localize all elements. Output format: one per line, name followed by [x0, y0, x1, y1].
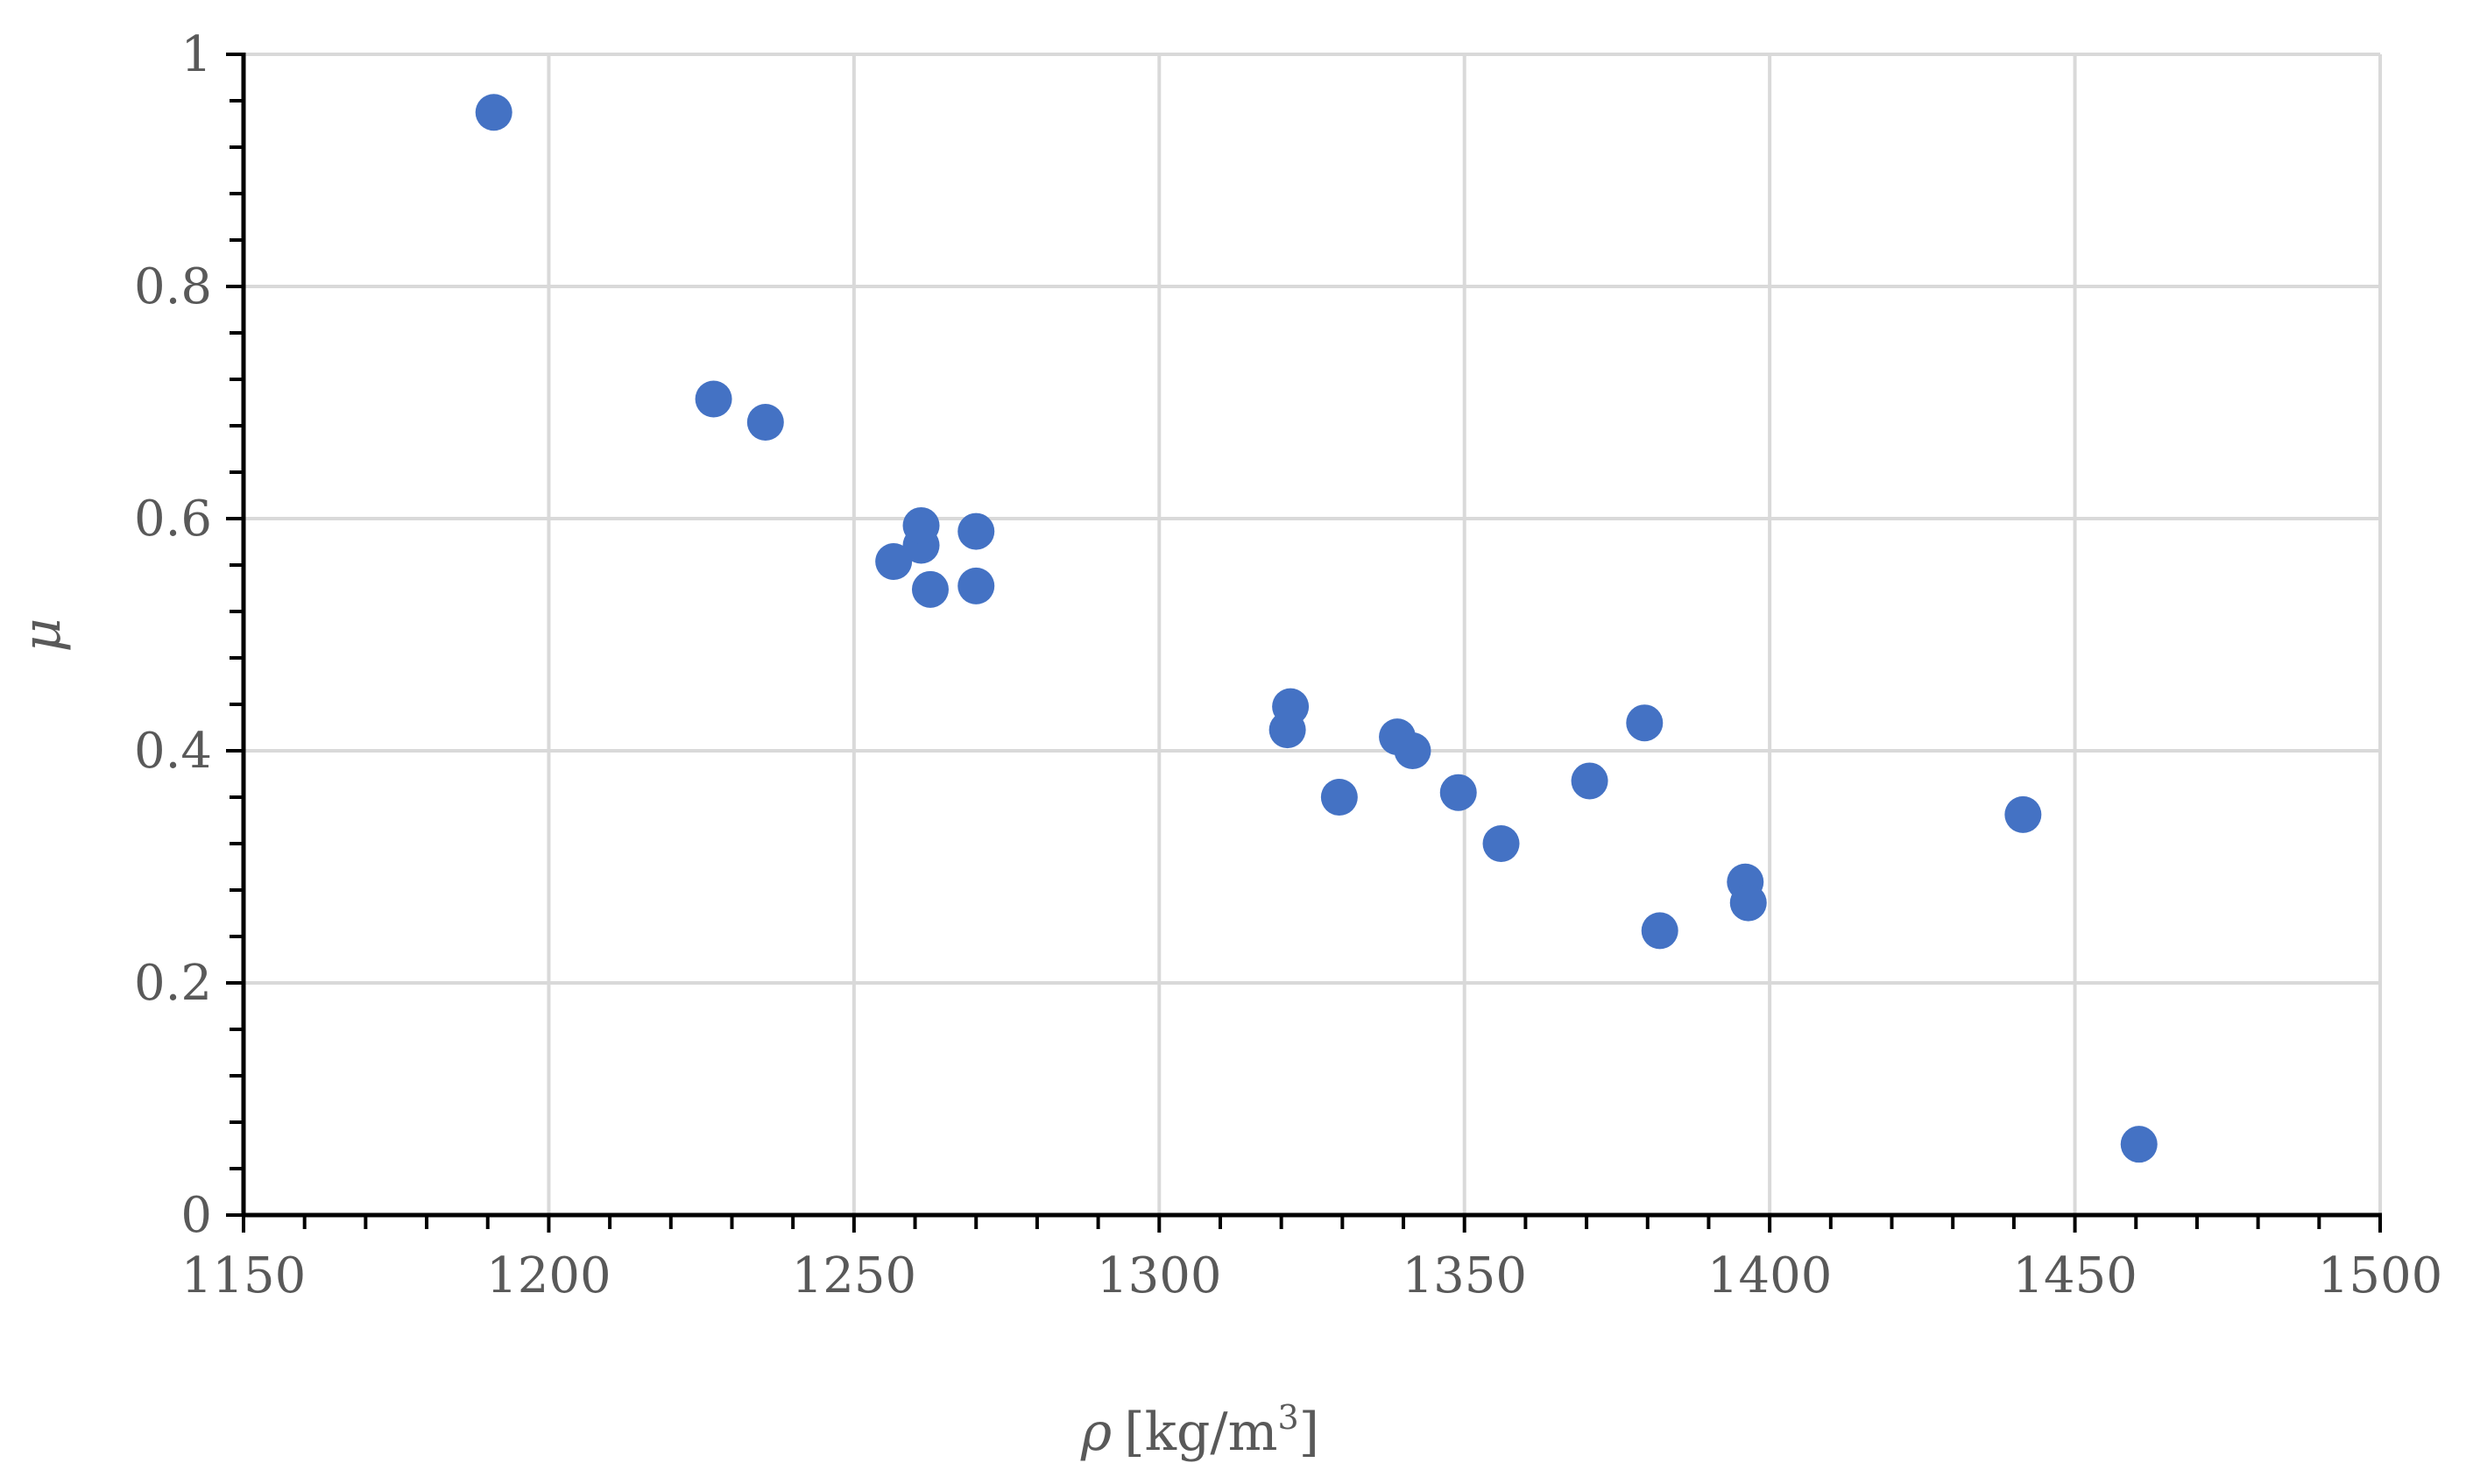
data-point — [1571, 762, 1608, 800]
tick-marks — [226, 53, 2382, 1233]
x-tick-label: 1200 — [486, 1247, 611, 1304]
data-point — [875, 543, 913, 581]
x-tick-label: 1500 — [2318, 1247, 2443, 1304]
data-point — [1729, 884, 1767, 922]
data-point — [911, 570, 949, 608]
data-points — [475, 94, 2158, 1163]
x-axis-title: ρ [kg/m3] — [1080, 1398, 1319, 1463]
x-tick-label: 1300 — [1097, 1247, 1222, 1304]
data-point — [902, 506, 940, 544]
y-tick-label: 0 — [180, 1187, 212, 1244]
data-point — [957, 512, 995, 550]
axes — [241, 53, 2382, 1218]
y-tick-label: 0.6 — [134, 491, 212, 548]
data-point — [475, 94, 512, 131]
y-tick-label: 0.2 — [134, 955, 212, 1012]
data-point — [1641, 912, 1678, 950]
data-point — [746, 404, 784, 442]
y-tick-label: 0.4 — [134, 723, 212, 780]
data-point — [1482, 825, 1520, 862]
data-point — [1320, 779, 1358, 816]
y-tick-labels: 0 0.2 0.4 0.6 0.8 1 — [134, 26, 212, 1244]
x-tick-label: 1450 — [2012, 1247, 2137, 1304]
x-axis-unit-close: ] — [1299, 1402, 1319, 1463]
y-axis-title: μ — [11, 618, 73, 653]
x-tick-label: 1150 — [181, 1247, 307, 1304]
y-tick-label: 0.8 — [134, 258, 212, 315]
data-point — [1626, 704, 1664, 742]
x-axis-unit: [kg/m — [1124, 1402, 1277, 1463]
data-point — [2004, 795, 2042, 833]
data-point — [1268, 711, 1306, 749]
x-axis-symbol: ρ — [1080, 1402, 1112, 1463]
y-tick-label: 1 — [180, 26, 212, 83]
x-tick-labels: 1150 1200 1250 1300 1350 1400 1450 1500 — [181, 1247, 2443, 1304]
x-tick-label: 1350 — [1402, 1247, 1527, 1304]
data-point — [695, 380, 732, 418]
x-tick-label: 1250 — [792, 1247, 917, 1304]
grid-lines — [244, 53, 2382, 1215]
x-axis-unit-exponent: 3 — [1277, 1398, 1298, 1437]
data-point — [1394, 732, 1431, 769]
data-point — [957, 567, 995, 604]
data-point — [1439, 774, 1477, 811]
x-tick-label: 1400 — [1707, 1247, 1833, 1304]
data-point — [2120, 1126, 2158, 1163]
